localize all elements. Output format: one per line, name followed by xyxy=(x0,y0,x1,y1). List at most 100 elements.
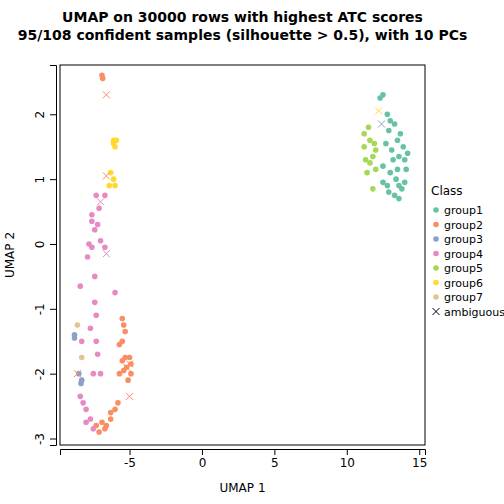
point xyxy=(386,128,392,134)
y-tick-mark xyxy=(50,114,56,115)
x-tick-label: 15 xyxy=(412,456,427,470)
y-tick-label: -1 xyxy=(33,303,47,315)
y-tick: -1 xyxy=(33,303,56,315)
y-tick-label: 0 xyxy=(33,241,47,249)
point xyxy=(85,254,91,260)
point xyxy=(367,160,373,166)
x-tick-mark xyxy=(419,449,420,455)
point xyxy=(370,154,376,160)
x-tick-label: -5 xyxy=(124,456,136,470)
x-tick: 15 xyxy=(412,449,427,470)
y-tick-mark xyxy=(50,309,56,310)
point xyxy=(380,180,386,186)
point xyxy=(375,108,382,115)
legend-symbol xyxy=(433,222,439,228)
y-tick: 0 xyxy=(33,241,56,249)
point xyxy=(100,76,106,82)
point xyxy=(111,141,117,147)
legend-symbol xyxy=(433,236,439,242)
legend-symbol xyxy=(433,265,439,271)
point xyxy=(402,157,408,163)
point xyxy=(400,144,406,150)
point xyxy=(373,147,379,153)
point xyxy=(128,371,134,377)
point xyxy=(121,322,127,328)
point xyxy=(103,250,110,257)
y-axis-line xyxy=(50,66,57,446)
y-tick-label: -3 xyxy=(33,433,47,445)
x-tick: 0 xyxy=(199,449,207,470)
legend-symbol xyxy=(433,251,439,257)
chart: UMAP on 30000 rows with highest ATC scor… xyxy=(0,0,504,504)
point xyxy=(102,426,108,432)
point xyxy=(403,167,409,173)
x-tick-mark xyxy=(130,449,131,455)
points xyxy=(72,73,411,435)
point xyxy=(97,198,104,205)
point xyxy=(92,274,98,280)
x-tick-label: 5 xyxy=(271,456,279,470)
point xyxy=(95,222,101,228)
point xyxy=(405,150,411,156)
point xyxy=(361,144,367,150)
point xyxy=(122,329,128,335)
legend-label: group7 xyxy=(444,291,483,304)
point xyxy=(92,300,98,306)
subtitle: 95/108 confident samples (silhouette > 0… xyxy=(18,27,468,43)
point xyxy=(398,131,404,137)
y-tick: -3 xyxy=(33,433,56,445)
legend-label: group6 xyxy=(444,277,483,290)
legend-label: ambiguous xyxy=(444,306,504,319)
point xyxy=(79,355,85,361)
point xyxy=(98,371,104,377)
legend-symbol xyxy=(433,280,439,286)
point xyxy=(78,381,84,387)
y-tick-label: 1 xyxy=(33,176,47,184)
point xyxy=(119,316,125,322)
point xyxy=(396,196,402,202)
legend-title: Class xyxy=(431,184,463,198)
point xyxy=(88,325,94,331)
point xyxy=(402,180,408,186)
title: UMAP on 30000 rows with highest ATC scor… xyxy=(62,9,423,25)
point xyxy=(372,141,378,147)
y-tick: 2 xyxy=(33,111,56,119)
point xyxy=(96,206,102,212)
point xyxy=(386,189,392,195)
y-tick-mark xyxy=(50,439,56,440)
point xyxy=(111,176,117,182)
x-tick-label: 10 xyxy=(340,456,355,470)
y-axis-title: UMAP 2 xyxy=(3,232,17,278)
point xyxy=(125,377,131,383)
point xyxy=(91,426,97,432)
x-tick-mark xyxy=(347,449,348,455)
point xyxy=(102,244,108,250)
legend-label: group2 xyxy=(444,219,483,232)
legend-symbol xyxy=(433,308,440,315)
point xyxy=(112,290,118,296)
point xyxy=(393,176,399,182)
y-tick-mark xyxy=(50,374,56,375)
point xyxy=(392,121,398,127)
point xyxy=(119,358,125,364)
point xyxy=(385,111,391,117)
point xyxy=(396,183,402,189)
point xyxy=(74,370,81,377)
x-tick-mark xyxy=(274,449,275,455)
point xyxy=(103,172,110,179)
point xyxy=(93,313,99,319)
y-axis: -3-2-1012 xyxy=(33,66,57,446)
point xyxy=(72,335,78,341)
point xyxy=(378,121,385,128)
y-tick-mark xyxy=(50,179,56,180)
point xyxy=(80,400,86,406)
plot-frame xyxy=(60,65,425,445)
point xyxy=(361,131,367,137)
x-tick: 10 xyxy=(340,449,355,470)
point xyxy=(103,91,110,98)
point xyxy=(115,400,121,406)
point xyxy=(364,170,370,176)
x-tick: 5 xyxy=(271,449,279,470)
point xyxy=(126,360,133,367)
point xyxy=(389,147,395,153)
